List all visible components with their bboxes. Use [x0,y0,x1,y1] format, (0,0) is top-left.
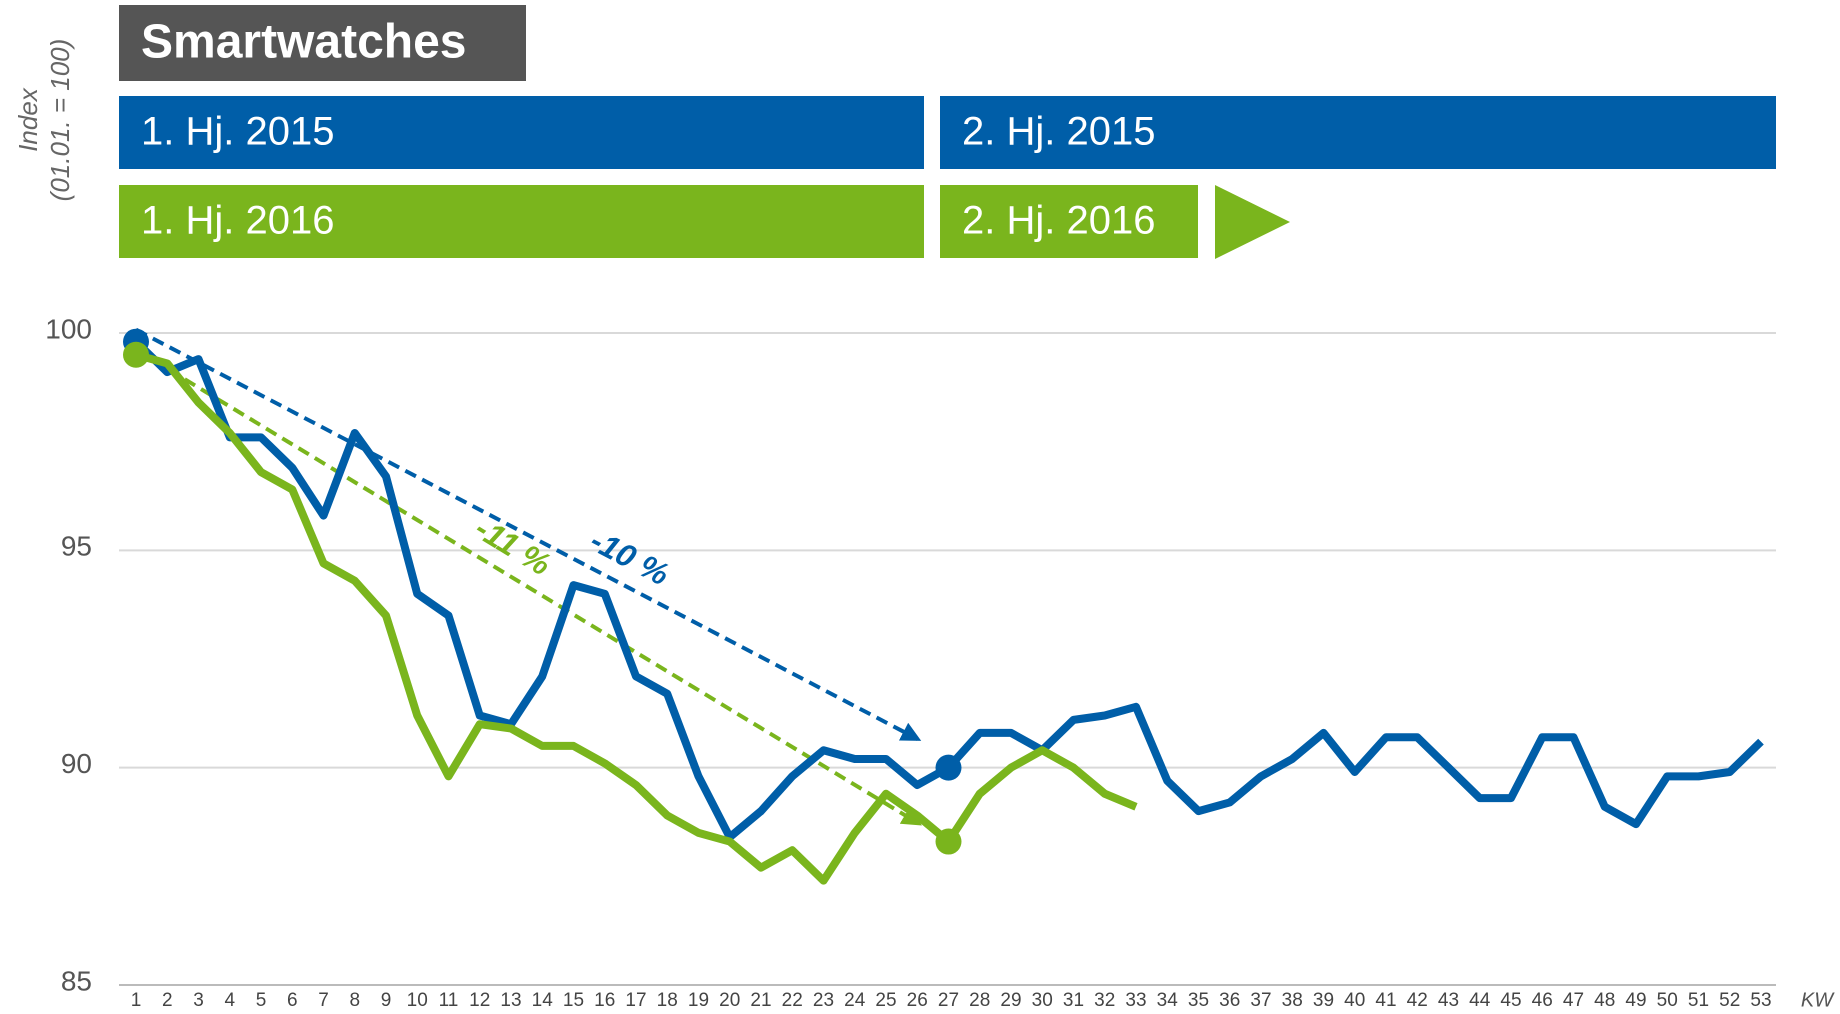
x-tick-label: 39 [1313,990,1334,1011]
x-tick-label: 36 [1219,990,1240,1011]
point-marker [935,828,962,855]
y-axis-label: Index [13,87,43,152]
x-tick-label: 32 [1094,990,1115,1011]
period-label: 2. Hj. 2015 [962,110,1155,154]
y-axis-label: (01.01. = 100) [45,39,75,202]
x-tick-label: 1 [131,990,142,1011]
x-tick-label: 45 [1500,990,1521,1011]
period-band [119,96,924,169]
x-tick-label: 47 [1563,990,1584,1011]
x-tick-label: 48 [1594,990,1615,1011]
trend-label: -10 % [584,522,675,593]
x-tick-label: 38 [1282,990,1303,1011]
x-tick-label: 13 [500,990,521,1011]
x-tick-label: 9 [381,990,392,1011]
x-tick-label: 4 [224,990,235,1011]
period-band [940,185,1198,258]
x-tick-label: 19 [688,990,709,1011]
x-axis-label: KW [1801,989,1835,1011]
y-tick-label: 90 [61,748,92,779]
x-tick-label: 16 [594,990,615,1011]
x-tick-label: 14 [532,990,554,1011]
point-marker [123,341,149,368]
x-tick-label: 37 [1250,990,1271,1011]
period-label: 1. Hj. 2016 [141,199,334,243]
x-tick-label: 49 [1625,990,1646,1011]
point-marker [935,754,962,781]
x-tick-label: 40 [1344,990,1365,1011]
x-tick-label: 46 [1532,990,1553,1011]
x-tick-label: 23 [813,990,834,1011]
trend-arrow [134,348,922,826]
series-line [134,350,1138,885]
trend-label: -11 % [469,510,557,583]
x-tick-label: 33 [1125,990,1146,1011]
x-tick-label: 10 [407,990,428,1011]
x-tick-label: 18 [657,990,678,1011]
x-tick-label: 2 [162,990,173,1011]
period-band [119,185,924,258]
y-tick-label: 85 [61,965,92,996]
x-tick-label: 28 [969,990,990,1011]
x-tick-label: 12 [469,990,490,1011]
x-tick-label: 31 [1063,990,1084,1011]
x-tick-label: 7 [318,990,329,1011]
x-tick-label: 29 [1000,990,1021,1011]
x-tick-label: 42 [1407,990,1428,1011]
x-tick-label: 52 [1719,990,1740,1011]
x-tick-label: 43 [1438,990,1459,1011]
x-tick-label: 34 [1157,990,1179,1011]
y-tick-label: 100 [45,313,92,344]
x-tick-label: 26 [907,990,928,1011]
x-tick-label: 44 [1469,990,1491,1011]
x-tick-label: 41 [1375,990,1396,1011]
x-tick-label: 24 [844,990,866,1011]
x-tick-label: 11 [439,990,459,1011]
x-tick-label: 6 [287,990,298,1011]
x-tick-label: 5 [256,990,267,1011]
x-tick-label: 25 [875,990,896,1011]
x-tick-label: 30 [1032,990,1053,1011]
x-tick-label: 20 [719,990,740,1011]
x-tick-label: 35 [1188,990,1209,1011]
x-tick-label: 3 [193,990,204,1011]
period-label: 2. Hj. 2016 [962,199,1155,243]
x-tick-label: 8 [349,990,360,1011]
x-tick-label: 51 [1688,990,1709,1011]
arrow-shape [1215,185,1290,259]
x-tick-label: 53 [1750,990,1771,1011]
period-band [940,96,1776,169]
y-tick-label: 95 [61,531,92,562]
chart-title: Smartwatches [141,16,466,69]
x-tick-label: 21 [750,990,771,1011]
x-tick-label: 50 [1657,990,1678,1011]
x-tick-label: 22 [782,990,803,1011]
x-tick-label: 27 [938,990,959,1011]
title-box [119,5,526,81]
x-tick-label: 17 [625,990,646,1011]
period-label: 1. Hj. 2015 [141,110,334,154]
trend-arrow [135,327,922,741]
x-tick-label: 15 [563,990,584,1011]
